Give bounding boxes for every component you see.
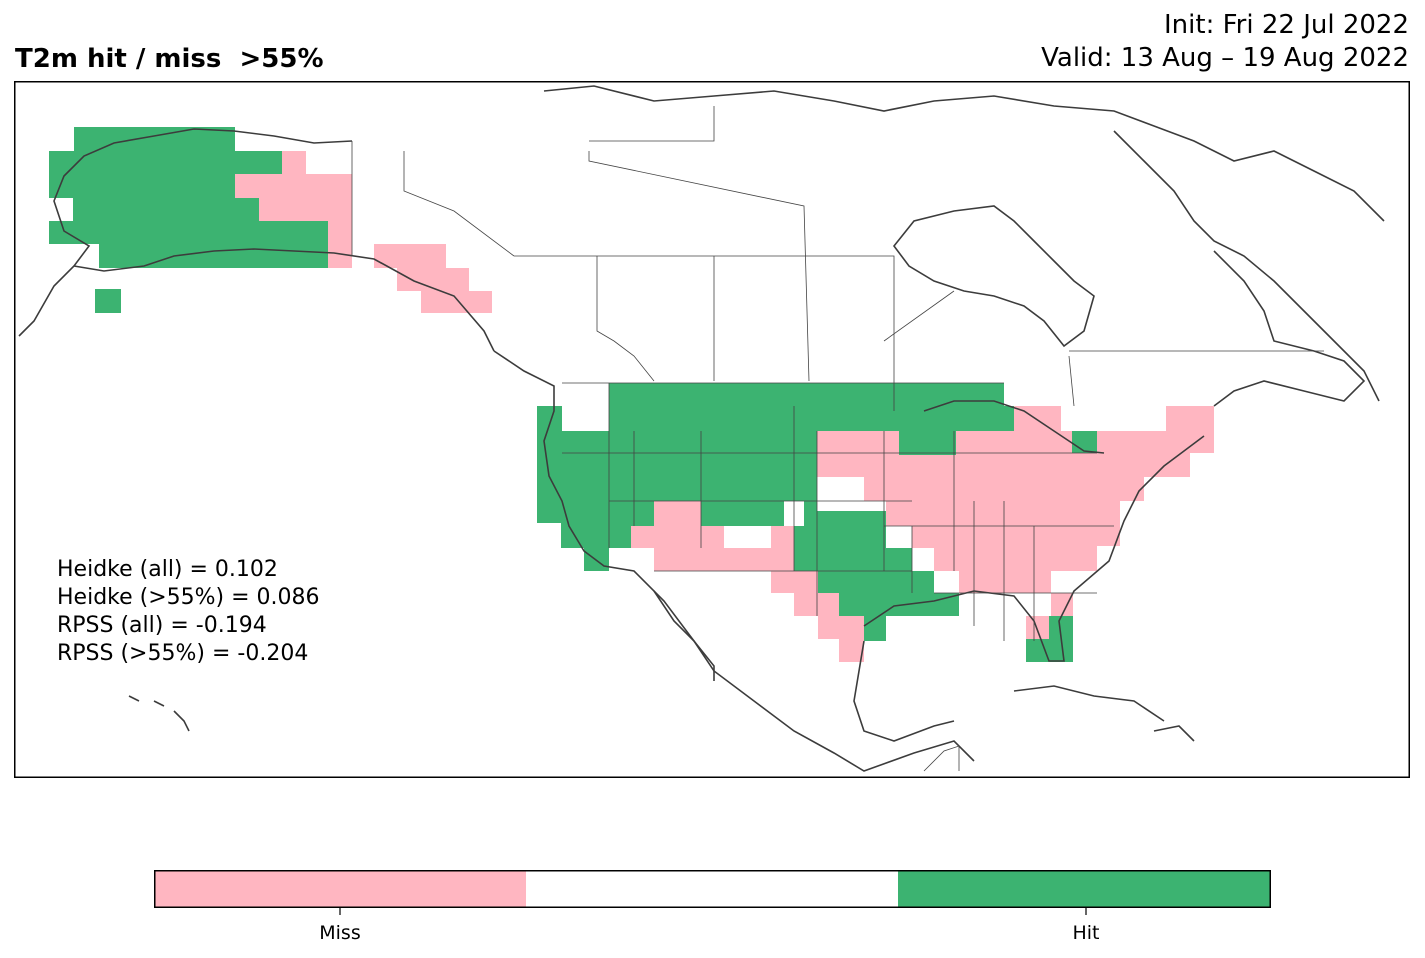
- coastline-path: [1213, 250, 1366, 407]
- colorbar-hit-segment: [898, 870, 1271, 908]
- border-path: [351, 141, 895, 411]
- lakes-hit-region: [1072, 431, 1097, 453]
- border-path: [562, 382, 1114, 641]
- coastline-path: [892, 205, 1095, 348]
- init-date: Init: Fri 22 Jul 2022: [1164, 10, 1409, 40]
- alaska-miss-region: [235, 151, 352, 268]
- colorbar-label-miss: Miss: [319, 922, 361, 944]
- verification-stats: Heidke (all) = 0.102 Heidke (>55%) = 0.0…: [57, 556, 320, 668]
- border-path: [588, 151, 810, 382]
- coastline-path: [863, 435, 1205, 662]
- alaska-hit-region: [49, 127, 328, 268]
- stat-heidke-55: Heidke (>55%) = 0.086: [57, 585, 320, 610]
- verification-cells: [49, 127, 1214, 662]
- colorbar-miss-segment: [154, 870, 526, 908]
- coastline-path: [653, 590, 715, 681]
- southwest-miss-region: [631, 501, 864, 662]
- border-path: [589, 106, 1324, 407]
- panhandle-miss-region: [374, 244, 492, 313]
- stat-heidke-all: Heidke (all) = 0.102: [57, 557, 278, 582]
- valid-range: Valid: 13 Aug – 19 Aug 2022: [1041, 43, 1409, 73]
- coastline-path: [1113, 130, 1380, 402]
- colorbar-border: [154, 870, 1271, 908]
- coastlines: [18, 85, 1385, 772]
- map-panel: [14, 81, 1410, 778]
- border-path: [923, 745, 960, 772]
- coastline-path: [543, 85, 1385, 222]
- east-miss-region: [817, 406, 1214, 639]
- stat-rpss-55: RPSS (>55%) = -0.204: [57, 641, 309, 666]
- colorbar-label-hit: Hit: [1072, 922, 1100, 944]
- coastline-path: [1153, 725, 1195, 742]
- alaska-hit-region: [95, 289, 121, 313]
- coastline-path: [923, 400, 1105, 454]
- map-frame-border: [14, 81, 1410, 778]
- map-title: T2m hit / miss >55%: [15, 44, 324, 74]
- colorbar-ticks: [339, 908, 1087, 915]
- coastline-path: [128, 695, 190, 732]
- coastline-path: [493, 350, 975, 772]
- florida-hit-region: [1026, 616, 1073, 662]
- colorbar-neutral-segment: [526, 870, 898, 908]
- stat-rpss-all: RPSS (all) = -0.194: [57, 613, 267, 638]
- coastline-path: [853, 640, 955, 742]
- colorbar: [154, 870, 1271, 908]
- coastline-path: [18, 128, 495, 352]
- coastline-path: [1013, 685, 1165, 722]
- political-borders: [351, 106, 1324, 772]
- south-central-hit-region: [794, 526, 959, 641]
